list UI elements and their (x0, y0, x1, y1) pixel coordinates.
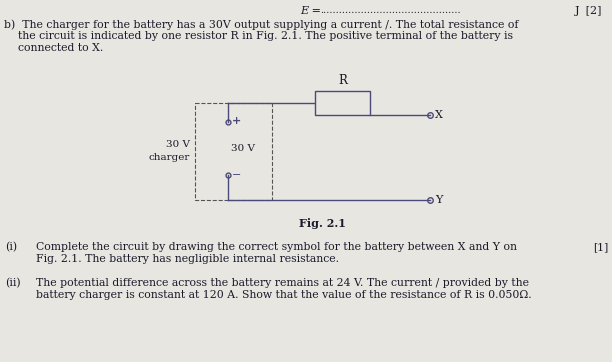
Text: −: − (232, 170, 241, 180)
Bar (195, 103, 272, 200)
Text: J  [2]: J [2] (575, 6, 602, 16)
Text: battery charger is constant at 120 A. Show that the value of the resistance of R: battery charger is constant at 120 A. Sh… (36, 290, 532, 300)
Text: 30 V: 30 V (231, 144, 255, 153)
Text: +: + (232, 116, 241, 126)
Text: b)  The charger for the battery has a 30V output supplying a current /. The tota: b) The charger for the battery has a 30V… (4, 19, 518, 30)
Text: [1]: [1] (593, 242, 608, 252)
Text: E =: E = (300, 6, 321, 16)
Text: connected to X.: connected to X. (4, 43, 103, 53)
Text: charger: charger (149, 153, 190, 162)
Text: Complete the circuit by drawing the correct symbol for the battery between X and: Complete the circuit by drawing the corr… (36, 242, 517, 252)
Text: Y: Y (435, 195, 442, 205)
Text: The potential difference across the battery remains at 24 V. The current / provi: The potential difference across the batt… (36, 278, 529, 288)
Text: .............................................: ........................................… (320, 6, 461, 15)
Text: the circuit is indicated by one resistor R in Fig. 2.1. The positive terminal of: the circuit is indicated by one resistor… (4, 31, 513, 41)
Text: 30 V: 30 V (166, 140, 190, 149)
Bar (315, 91, 370, 115)
Text: (i): (i) (5, 242, 17, 252)
Text: X: X (435, 110, 443, 120)
Text: (ii): (ii) (5, 278, 21, 288)
Text: R: R (338, 74, 347, 87)
Text: Fig. 2.1: Fig. 2.1 (299, 218, 346, 229)
Text: Fig. 2.1. The battery has negligible internal resistance.: Fig. 2.1. The battery has negligible int… (36, 254, 339, 264)
